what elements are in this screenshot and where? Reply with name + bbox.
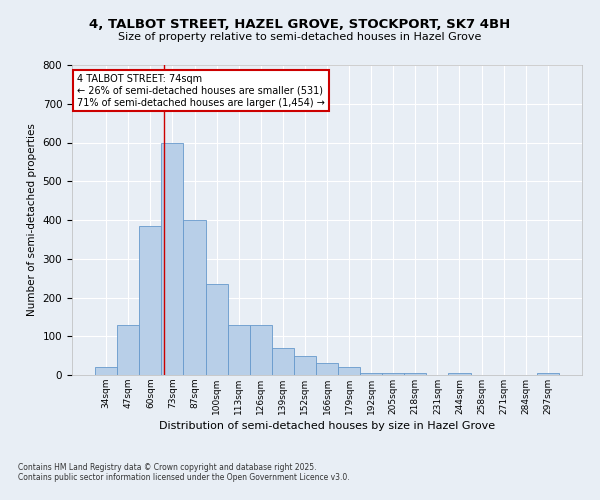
- Bar: [537, 373, 559, 375]
- Text: Size of property relative to semi-detached houses in Hazel Grove: Size of property relative to semi-detach…: [118, 32, 482, 42]
- Bar: [206, 284, 227, 375]
- Text: Contains public sector information licensed under the Open Government Licence v3: Contains public sector information licen…: [18, 474, 350, 482]
- Text: Contains HM Land Registry data © Crown copyright and database right 2025.: Contains HM Land Registry data © Crown c…: [18, 464, 317, 472]
- Y-axis label: Number of semi-detached properties: Number of semi-detached properties: [27, 124, 37, 316]
- Bar: [360, 373, 382, 375]
- Bar: [184, 220, 206, 375]
- Bar: [139, 226, 161, 375]
- Bar: [382, 373, 404, 375]
- Bar: [117, 324, 139, 375]
- Bar: [316, 364, 338, 375]
- Bar: [250, 324, 272, 375]
- Bar: [227, 324, 250, 375]
- Bar: [338, 367, 360, 375]
- Bar: [95, 367, 117, 375]
- Bar: [161, 142, 184, 375]
- Text: 4, TALBOT STREET, HAZEL GROVE, STOCKPORT, SK7 4BH: 4, TALBOT STREET, HAZEL GROVE, STOCKPORT…: [89, 18, 511, 30]
- Bar: [404, 373, 427, 375]
- Text: 4 TALBOT STREET: 74sqm
← 26% of semi-detached houses are smaller (531)
71% of se: 4 TALBOT STREET: 74sqm ← 26% of semi-det…: [77, 74, 325, 108]
- Bar: [448, 373, 470, 375]
- Bar: [294, 356, 316, 375]
- X-axis label: Distribution of semi-detached houses by size in Hazel Grove: Distribution of semi-detached houses by …: [159, 421, 495, 431]
- Bar: [272, 348, 294, 375]
